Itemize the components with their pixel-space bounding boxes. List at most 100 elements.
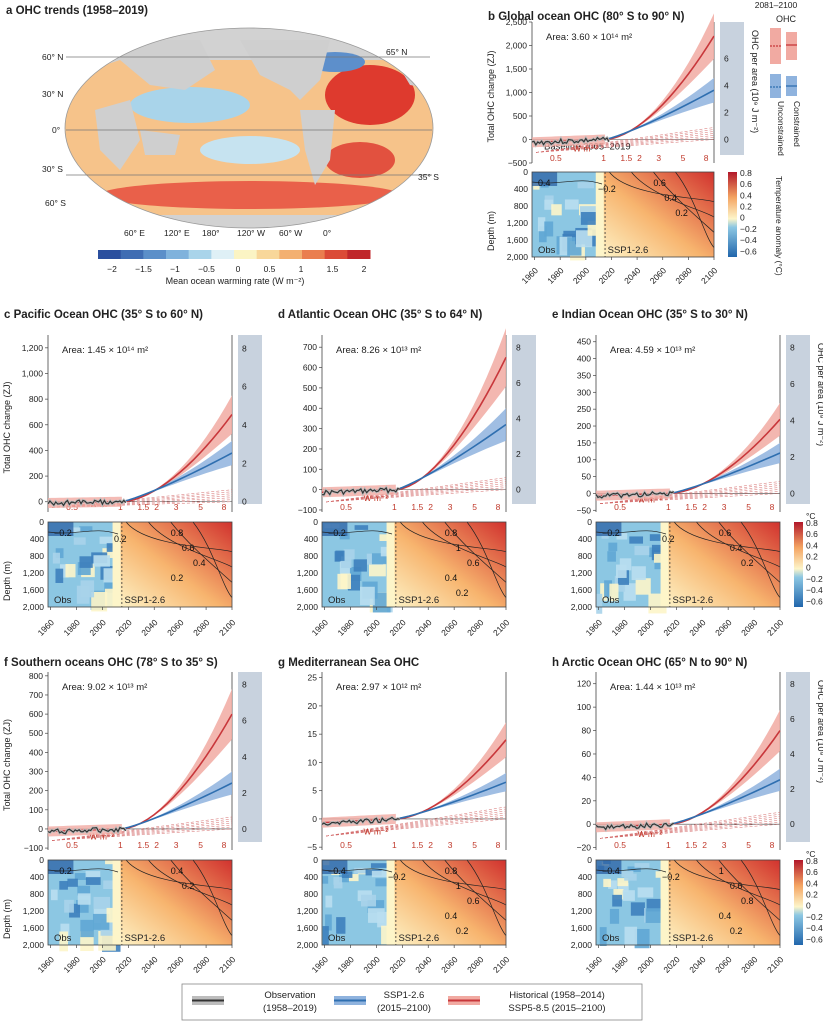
obs-heatmap-cell xyxy=(50,889,58,901)
legend-obs-label: Observation xyxy=(264,990,315,1001)
obs-heatmap-cell xyxy=(660,860,670,945)
observation-line xyxy=(321,486,400,496)
ssp126-line xyxy=(395,781,507,820)
observation-line xyxy=(595,821,675,831)
x-tick-label: 2080 xyxy=(739,617,760,638)
contour-line xyxy=(673,521,781,553)
contour-line xyxy=(466,859,507,936)
depth-axis-label: Depth (m) xyxy=(2,899,12,939)
w-unit-label: W m⁻² xyxy=(637,495,662,505)
contour-label: 0.2 xyxy=(456,926,469,936)
y-tick-label: 10 xyxy=(308,757,318,767)
contour-label: 0.6 xyxy=(182,543,195,553)
obs-heatmap-cell xyxy=(629,536,644,544)
obs-heatmap-cell xyxy=(59,931,68,952)
area-annotation: Area: 9.02 × 10¹³ m² xyxy=(62,682,147,693)
contour-label: 0.6 xyxy=(467,558,480,568)
x-tick-label: 2100 xyxy=(765,617,786,638)
w-line-label: 5 xyxy=(746,502,751,512)
obs-heatmap-cell xyxy=(339,874,349,883)
obs-heatmap-cell xyxy=(322,926,329,945)
obs-heatmap-cell xyxy=(635,578,651,595)
y-tick-label: 0 xyxy=(586,488,591,498)
ssp126-uncertainty-band xyxy=(605,77,714,140)
x-tick-label: 2100 xyxy=(217,954,238,975)
y-tick-label: −20 xyxy=(577,843,592,853)
w-line-label: 1.5 xyxy=(137,502,149,512)
depth-tick-label: 400 xyxy=(304,534,318,544)
contour-line xyxy=(399,521,507,553)
contour-label: −0.4 xyxy=(602,866,620,876)
w-line-label: 0.5 xyxy=(66,840,78,850)
obs-heatmap-cell xyxy=(92,913,110,930)
area-annotation: Area: 8.26 × 10¹³ m² xyxy=(336,345,421,356)
right-tick-label: 6 xyxy=(724,53,729,63)
obs-heatmap-cell xyxy=(361,894,377,907)
depth-tick-label: 0 xyxy=(587,855,592,865)
y-tick-label: 700 xyxy=(29,690,43,700)
colorbar-cell xyxy=(211,250,235,259)
y-tick-label: 100 xyxy=(577,455,591,465)
depth-tick-label: 400 xyxy=(304,872,318,882)
contour-label: 0.4 xyxy=(538,178,551,188)
w-line-label: 3 xyxy=(174,502,179,512)
depth-tick-label: 0 xyxy=(313,517,318,527)
ohc-per-area-strip xyxy=(720,22,744,155)
w-line-label: 8 xyxy=(770,502,775,512)
ohc-per-area-strip xyxy=(238,335,262,504)
ssp126-uncertainty-band xyxy=(669,768,780,825)
contour-label: 0.4 xyxy=(171,866,184,876)
w-line-label: 8 xyxy=(770,840,775,850)
depth-tick-label: 1,200 xyxy=(507,218,529,228)
contour-label: 0.4 xyxy=(193,558,206,568)
w-line-label: 2 xyxy=(154,502,159,512)
obs-heatmap-cell xyxy=(337,573,347,590)
temp-tick-label: 0.4 xyxy=(740,190,752,200)
y-tick-label: 50 xyxy=(582,472,592,482)
right-tick-label: 0 xyxy=(242,497,247,507)
w-line-label: 2 xyxy=(702,840,707,850)
lon-label: 60° E xyxy=(124,228,145,238)
x-tick-label: 2000 xyxy=(87,617,108,638)
obs-heatmap-cell xyxy=(370,863,389,868)
obs-heatmap-cell xyxy=(637,887,654,898)
w-line-label: 1 xyxy=(392,840,397,850)
x-tick-label: 2040 xyxy=(687,954,708,975)
depth-tick-label: 800 xyxy=(578,551,592,561)
temp-tick-label: −0.4 xyxy=(806,585,823,595)
temp-unit-label: °C xyxy=(806,511,816,521)
w-line-label: 0.5 xyxy=(550,153,562,163)
projection-heatmap xyxy=(668,860,780,945)
ssp585-uncertainty-band xyxy=(669,709,780,825)
depth-tick-label: 1,600 xyxy=(571,585,593,595)
y-tick-label: 20 xyxy=(308,701,318,711)
temp-unit-label: °C xyxy=(806,849,816,859)
depth-tick-label: 2,000 xyxy=(297,940,319,950)
depth-tick-label: 800 xyxy=(304,551,318,561)
y-axis-label: Total OHC change (ZJ) xyxy=(2,381,12,473)
observation-line xyxy=(595,490,675,499)
w-line-label: 1.5 xyxy=(685,840,697,850)
y-tick-label: 15 xyxy=(308,729,318,739)
x-tick-label: 1980 xyxy=(335,617,356,638)
projection-heatmap xyxy=(394,522,506,607)
obs-heatmap-cell xyxy=(85,871,101,878)
temperature-colorbar xyxy=(728,172,737,257)
x-tick-label: 2020 xyxy=(661,617,682,638)
contour-line xyxy=(718,521,781,583)
w-line-label: 1.5 xyxy=(411,502,423,512)
obs-heatmap-cell xyxy=(595,172,605,257)
obs-heatmap-cell xyxy=(386,522,396,607)
temperature-colorbar xyxy=(794,522,803,607)
depth-tick-label: 0 xyxy=(39,855,44,865)
obs-heatmap-cell xyxy=(102,548,121,558)
w-line-label: 1.5 xyxy=(411,840,423,850)
contour-label: 0.8 xyxy=(445,866,458,876)
ssp585-uncertainty-band xyxy=(395,328,506,490)
lat-label: 0° xyxy=(52,125,60,135)
lat-label: 60° N xyxy=(42,52,63,62)
y-tick-label: 2,500 xyxy=(506,17,528,27)
depth-tick-label: 1,600 xyxy=(297,923,319,933)
w-line-label: 3 xyxy=(722,502,727,512)
contour-label: 0.2 xyxy=(675,208,688,218)
